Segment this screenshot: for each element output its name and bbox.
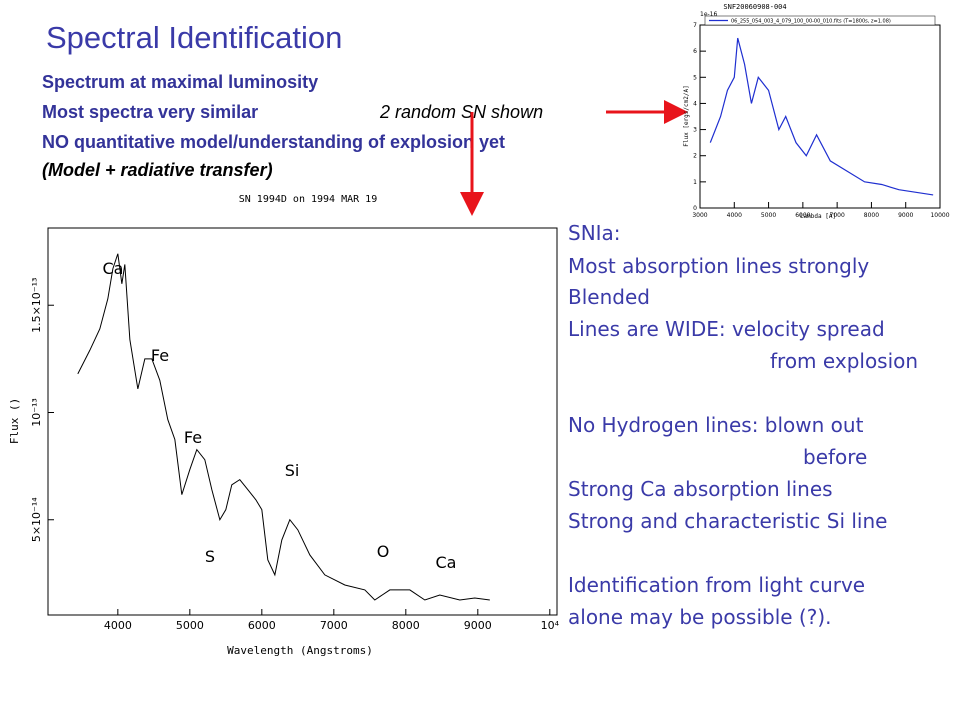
plot-frame [47, 227, 558, 616]
y-tick-label: 10⁻¹³ [30, 398, 43, 427]
notes-block: SNIa: Most absorption lines strongly Blend… [568, 221, 918, 629]
x-tick-label: 8000 [392, 619, 420, 632]
y-tick-label: 0 [693, 205, 697, 212]
x-tick-label: 9000 [464, 619, 492, 632]
x-tick-label: 6000 [248, 619, 276, 632]
x-tick-label: 3000 [692, 212, 707, 219]
x-tick-label: 10000 [930, 212, 949, 219]
x-tick-label: 4000 [104, 619, 132, 632]
note-line: Blended [568, 285, 650, 309]
slide-title: Spectral Identification [46, 20, 342, 55]
line-annotation: Fe [184, 428, 202, 447]
legend-box [704, 15, 936, 26]
note-line: Strong Ca absorption lines [568, 477, 833, 501]
x-tick-label: 8000 [864, 212, 879, 219]
y-tick-label: 1.5×10⁻¹³ [30, 278, 43, 333]
y-tick-label: 7 [693, 22, 697, 29]
note: 2 random SN shown [379, 102, 543, 122]
main-spectrum: SN 1994D on 1994 MAR 19 Wavelength (Angst… [8, 194, 560, 657]
chart-title: SNF20060908-004 [723, 3, 786, 11]
y-tick-label: 4 [693, 100, 697, 107]
line-annotation: Fe [151, 346, 169, 365]
spectrum-line [709, 37, 934, 196]
bullet: Spectrum at maximal luminosity [42, 72, 318, 92]
chart-title: SN 1994D on 1994 MAR 19 [239, 194, 377, 205]
y-tick-label: 2 [693, 153, 697, 160]
x-tick-label: 10⁴ [541, 619, 560, 632]
note-line: before [803, 445, 867, 469]
y-tick-label: 3 [693, 127, 697, 134]
note-line: Lines are WIDE: velocity spread [568, 317, 885, 341]
y-axis-label: Flux () [8, 398, 21, 444]
y-tick-label: 6 [693, 48, 697, 55]
x-tick-label: 7000 [320, 619, 348, 632]
x-tick-label: 4000 [727, 212, 742, 219]
bullet: (Model + radiative transfer) [42, 160, 273, 180]
note-line: Identification from light curve [568, 573, 865, 597]
plot-frame [699, 24, 941, 209]
legend-label: 06_255_054_003_4_079_100_00-00_010.fits … [731, 19, 891, 25]
line-annotation: Ca [103, 259, 124, 278]
y-axis-label: Flux [ergs/cm2/A] [683, 85, 690, 146]
x-tick-label: 5000 [761, 212, 776, 219]
line-annotation: O [377, 542, 390, 561]
x-axis-label: Wavelength (Angstroms) [227, 644, 373, 657]
inset-spectrum: SNF20060908-004 Lambda [A] Flux [ergs/cm2/… [683, 3, 950, 220]
line-annotation: S [205, 547, 215, 566]
bullet: Most spectra very similar [42, 102, 258, 122]
line-annotation: Si [285, 461, 300, 480]
bullet: NO quantitative model/understanding of e… [42, 132, 505, 152]
note-line: Most absorption lines strongly [568, 254, 869, 278]
note-line: No Hydrogen lines: blown out [568, 413, 864, 437]
x-tick-label: 6000 [795, 212, 810, 219]
note-line: SNIa: [568, 221, 621, 245]
y-multiplier: 1e-16 [700, 11, 717, 18]
x-tick-label: 9000 [898, 212, 913, 219]
x-axis-label: Lambda [A] [800, 213, 836, 220]
y-tick-label: 5×10⁻¹⁴ [30, 497, 43, 542]
note-line: alone may be possible (?). [568, 605, 832, 629]
spectrum-line [77, 253, 490, 601]
y-tick-label: 5 [693, 74, 697, 81]
line-annotation: Ca [436, 553, 457, 572]
x-tick-label: 5000 [176, 619, 204, 632]
note-line: Strong and characteristic Si line [568, 509, 887, 533]
x-tick-label: 7000 [830, 212, 845, 219]
y-tick-label: 1 [693, 179, 697, 186]
note-line: from explosion [770, 349, 918, 373]
